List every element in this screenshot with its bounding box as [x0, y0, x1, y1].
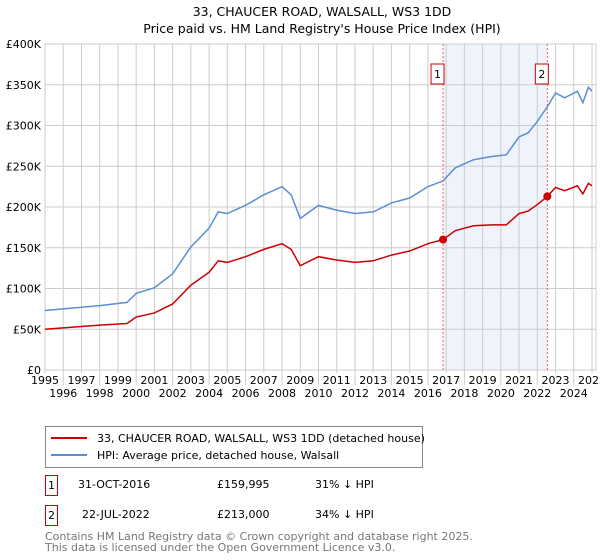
y-tick-label: £150K — [6, 242, 42, 255]
footer-licence: This data is licensed under the Open Gov… — [45, 541, 396, 554]
x-tick-label: 2001 — [140, 374, 168, 387]
x-tick-label: 2024 — [560, 387, 588, 400]
x-tick-label: 2007 — [250, 374, 278, 387]
sale-price: £159,995 — [217, 478, 270, 491]
x-tick-label: 2013 — [359, 374, 387, 387]
y-tick-label: £400K — [6, 38, 42, 51]
sale-hpi-diff: 34% ↓ HPI — [315, 508, 374, 521]
y-tick-label: £100K — [6, 283, 42, 296]
x-tick-label: 2023 — [542, 374, 570, 387]
x-tick-label: 2025 — [578, 374, 600, 387]
sale-label-box — [430, 63, 445, 85]
x-tick-label: 2003 — [177, 374, 205, 387]
sale-badge: 2 — [45, 505, 58, 526]
sale-point — [439, 235, 448, 244]
footer: Contains HM Land Registry data © Crown c… — [45, 531, 473, 553]
price-chart: 33, CHAUCER ROAD, WALSALL, WS3 1DD Price… — [6, 4, 600, 400]
sale-label: 1 — [434, 68, 441, 81]
x-tick-label: 2020 — [487, 387, 515, 400]
sale-badge: 1 — [45, 475, 58, 496]
y-tick-label: £300K — [6, 120, 42, 133]
legend-label: HPI: Average price, detached house, Wals… — [97, 448, 340, 462]
x-tick-label: 1996 — [49, 387, 77, 400]
legend-swatch-blue — [51, 454, 87, 456]
legend-item-property: 33, CHAUCER ROAD, WALSALL, WS3 1DD (deta… — [46, 430, 425, 446]
x-tick-label: 2005 — [213, 374, 241, 387]
x-tick-label: 1995 — [31, 374, 59, 387]
x-tick-label: 1998 — [86, 387, 114, 400]
x-tick-label: 2010 — [305, 387, 333, 400]
legend-swatch-red — [51, 437, 87, 439]
x-tick-label: 2002 — [159, 387, 187, 400]
x-tick-label: 2000 — [122, 387, 150, 400]
sale-hpi-diff: 31% ↓ HPI — [315, 478, 374, 491]
chart-title: 33, CHAUCER ROAD, WALSALL, WS3 1DD — [193, 4, 452, 19]
y-tick-label: £350K — [6, 79, 42, 92]
footer-copyright: Contains HM Land Registry data © Crown c… — [45, 530, 473, 543]
sale-date: 31-OCT-2016 — [78, 478, 151, 491]
x-tick-label: 2009 — [286, 374, 314, 387]
x-tick-label: 1999 — [104, 374, 132, 387]
x-tick-label: 2021 — [505, 374, 533, 387]
sale-label: 2 — [538, 68, 545, 81]
x-tick-label: 2017 — [432, 374, 460, 387]
x-tick-label: 2011 — [323, 374, 351, 387]
x-tick-label: 2018 — [450, 387, 478, 400]
legend-label: 33, CHAUCER ROAD, WALSALL, WS3 1DD (deta… — [97, 431, 425, 445]
x-tick-label: 2004 — [195, 387, 223, 400]
x-tick-label: 2022 — [523, 387, 551, 400]
sale-row-2: 2 22-JUL-2022 £213,000 34% ↓ HPI — [45, 505, 545, 526]
x-tick-label: 2012 — [341, 387, 369, 400]
plot-border — [44, 43, 597, 371]
x-tick-label: 2015 — [396, 374, 424, 387]
legend-item-hpi: HPI: Average price, detached house, Wals… — [46, 447, 339, 463]
legend: 33, CHAUCER ROAD, WALSALL, WS3 1DD (deta… — [45, 426, 425, 468]
x-tick-label: 2006 — [232, 387, 260, 400]
y-tick-label: £0 — [27, 364, 41, 377]
sale-date: 22-JUL-2022 — [82, 508, 150, 521]
x-tick-label: 2016 — [414, 387, 442, 400]
x-tick-label: 2019 — [469, 374, 497, 387]
x-tick-label: 2014 — [377, 387, 405, 400]
chart-subtitle: Price paid vs. HM Land Registry's House … — [143, 21, 500, 36]
x-tick-label: 2008 — [268, 387, 296, 400]
x-tick-label: 1997 — [67, 374, 95, 387]
y-tick-label: £200K — [6, 201, 42, 214]
y-tick-label: £250K — [6, 160, 42, 173]
y-tick-label: £50K — [13, 323, 42, 336]
sale-point — [543, 192, 552, 201]
sale-row-1: 1 31-OCT-2016 £159,995 31% ↓ HPI — [45, 475, 545, 496]
sale-price: £213,000 — [217, 508, 270, 521]
series-line-hpi — [44, 85, 593, 312]
sale-label-box — [534, 63, 549, 85]
